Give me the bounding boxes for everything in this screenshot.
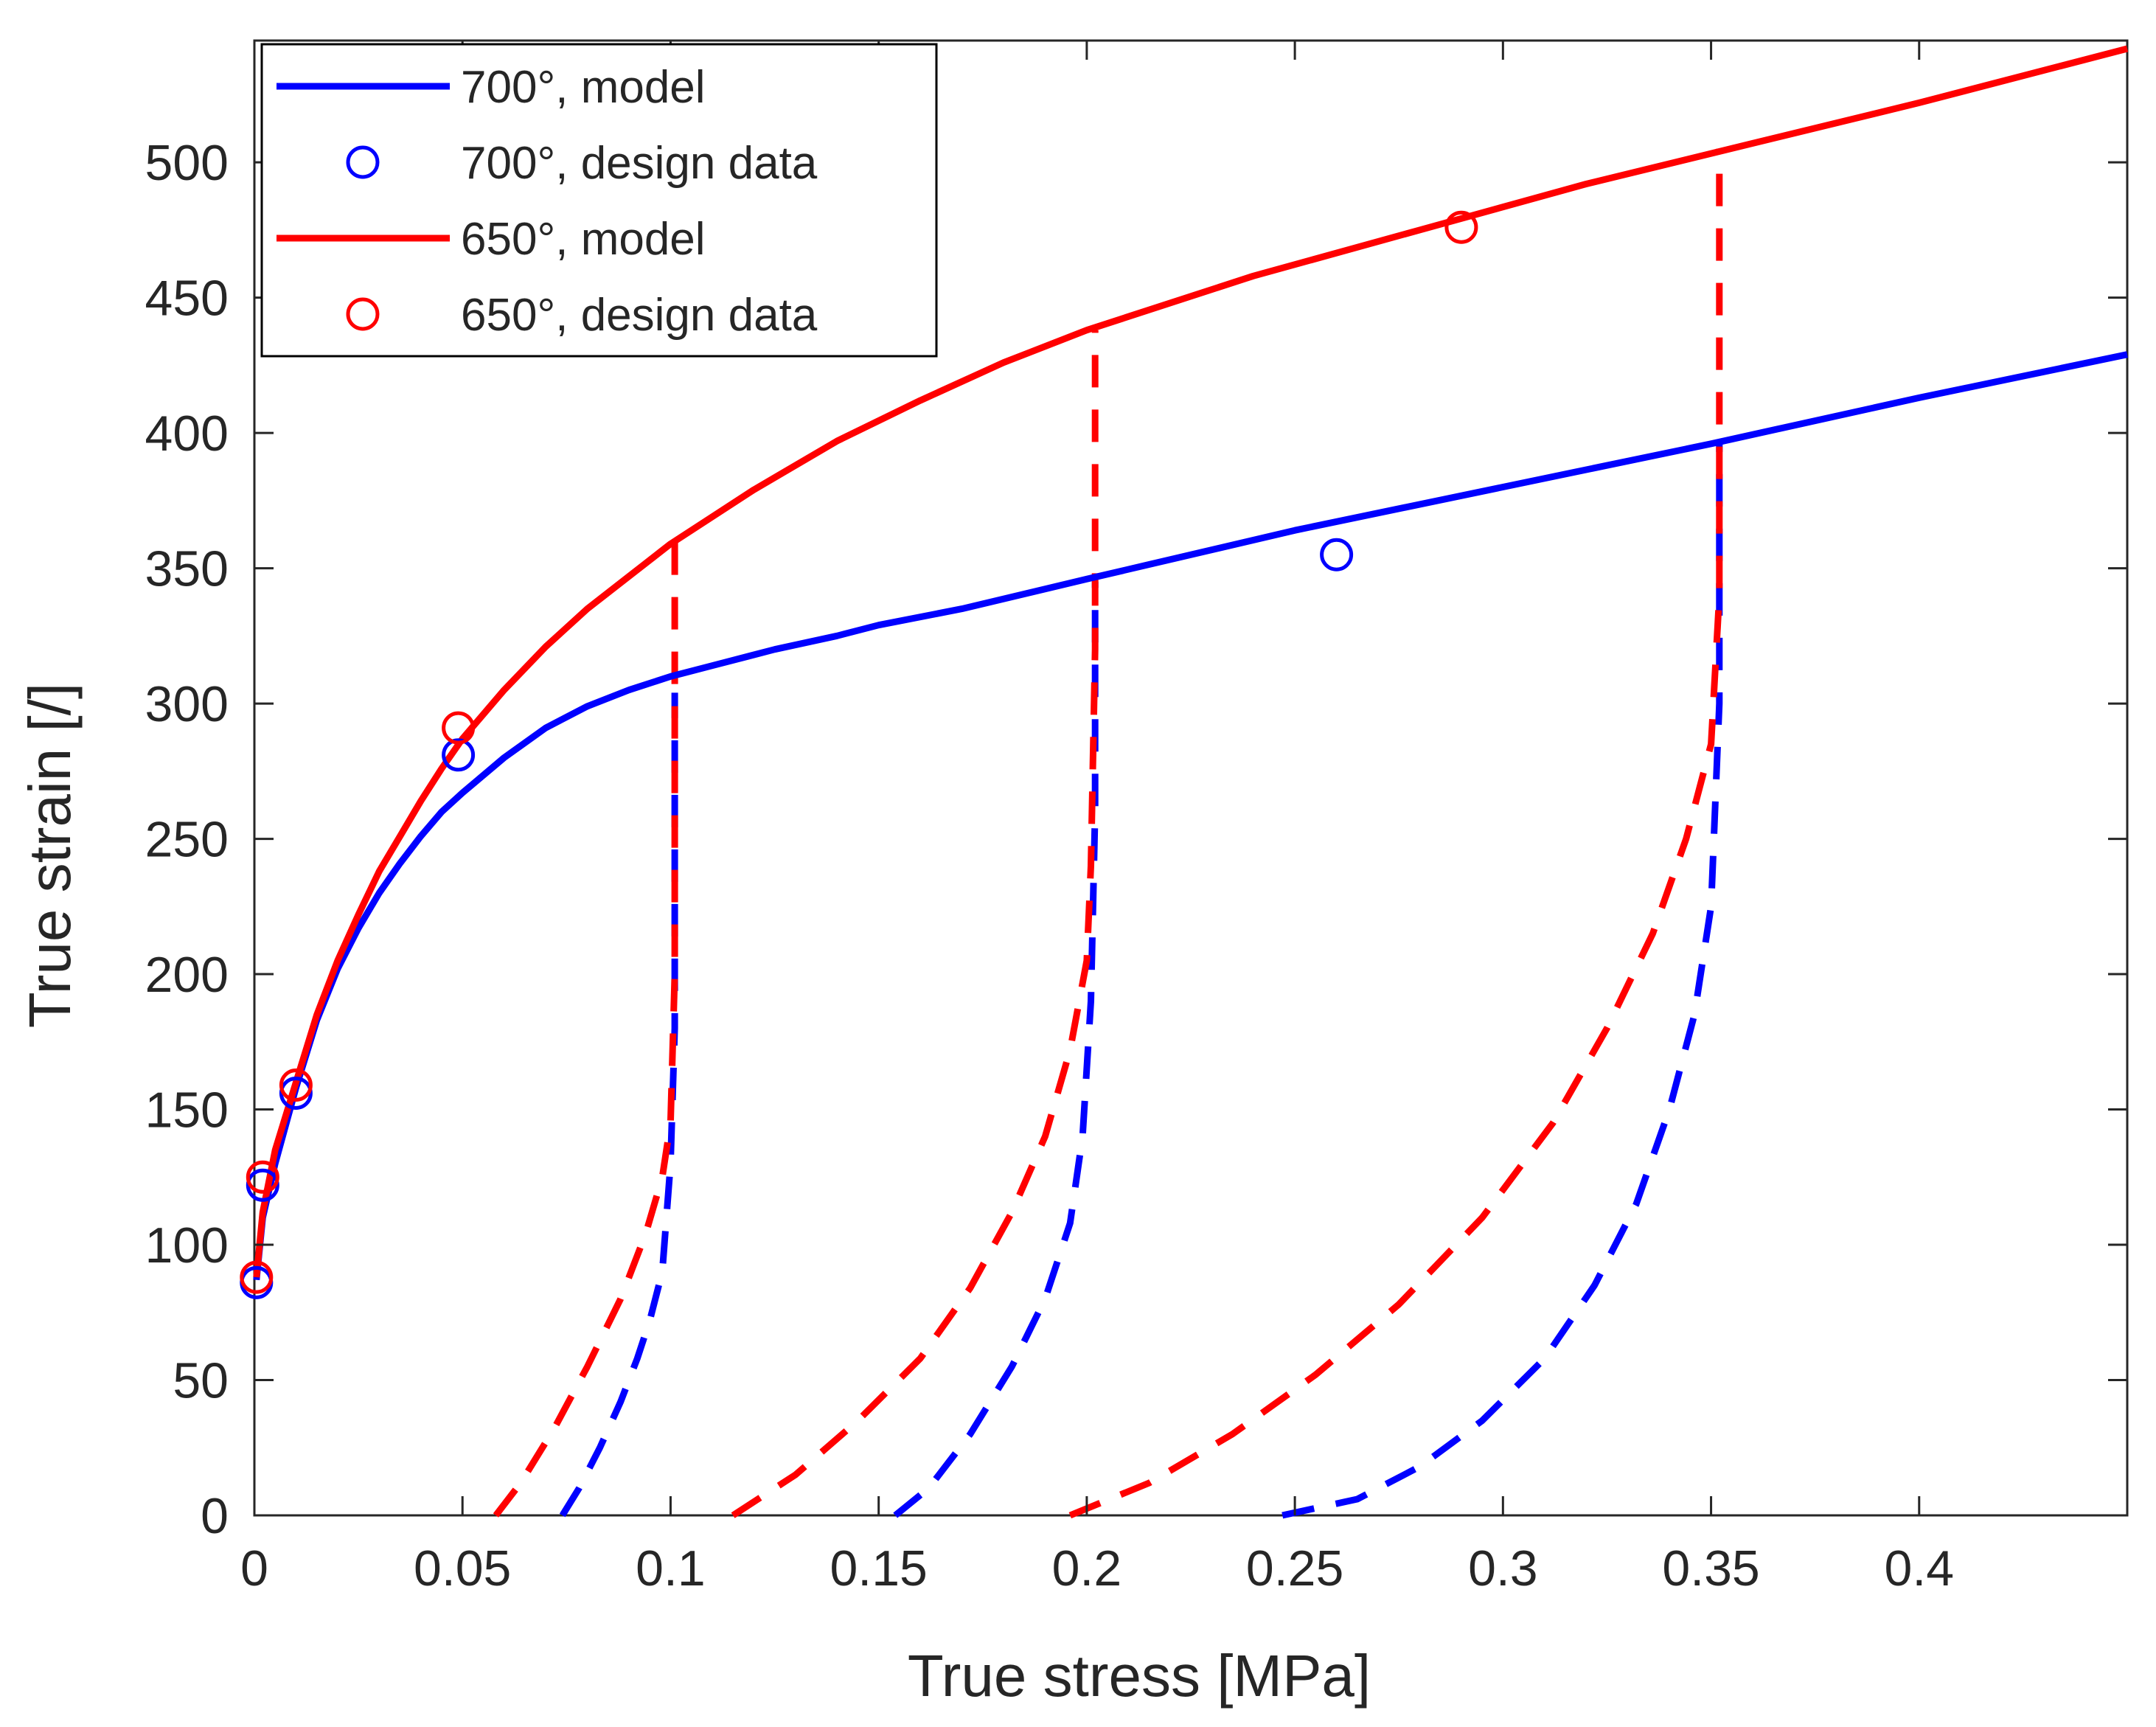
y-tick-label: 400 <box>145 406 229 462</box>
y-axis-ticks: 0 50 100 150 200 250 300 350 400 450 500 <box>145 135 2127 1544</box>
x-tick-label: 0.1 <box>636 1540 706 1596</box>
y-tick-label: 250 <box>145 812 229 868</box>
x-tick-label: 0.15 <box>830 1540 927 1596</box>
y-tick-label: 300 <box>145 676 229 732</box>
data-point-4-4 <box>442 711 476 745</box>
legend-label: 650°, design data <box>461 290 818 341</box>
legend-marker-swatch <box>346 145 380 179</box>
x-tick-label: 0.25 <box>1246 1540 1343 1596</box>
x-axis-ticks: 0 0.05 0.1 0.15 0.2 0.25 0.3 0.35 0.4 <box>240 41 1954 1596</box>
y-tick-label: 200 <box>145 947 229 1003</box>
y-tick-label: 150 <box>145 1083 229 1139</box>
unloading-curve-5 <box>1282 443 1723 1519</box>
y-tick-label: 50 <box>173 1353 229 1409</box>
x-tick-label: 0.4 <box>1885 1540 1955 1596</box>
data-point-4-3 <box>279 1068 313 1102</box>
series-line-3 <box>253 45 2129 1278</box>
legend-marker-swatch <box>346 297 380 331</box>
legend-label: 700°, design data <box>461 138 818 189</box>
unloading-curve-4 <box>731 330 1099 1518</box>
x-tick-label: 0.05 <box>414 1540 511 1596</box>
data-point-2-3 <box>279 1077 313 1110</box>
plot-area <box>253 39 2129 1517</box>
y-tick-label: 0 <box>201 1488 229 1544</box>
unloading-curve-1 <box>559 692 678 1518</box>
legend: 700°, model 700°, design data 650°, model 6… <box>260 43 938 358</box>
plot-frame <box>253 39 2129 1517</box>
x-tick-label: 0.3 <box>1468 1540 1538 1596</box>
y-tick-label: 500 <box>145 135 229 191</box>
data-point-2-4 <box>442 738 476 772</box>
x-tick-label: 0.2 <box>1052 1540 1122 1596</box>
unloading-curve-2 <box>493 532 678 1518</box>
data-point-4-5 <box>1444 210 1478 244</box>
unloading-curve-3 <box>893 581 1099 1518</box>
y-axis-title: True strain [/] <box>17 683 83 1028</box>
data-point-4-2 <box>246 1160 279 1194</box>
series-layer <box>240 45 2129 1519</box>
y-tick-label: 350 <box>145 541 229 597</box>
data-point-2-2 <box>246 1168 279 1202</box>
legend-label: 650°, model <box>461 214 706 265</box>
y-tick-label: 100 <box>145 1217 229 1273</box>
x-tick-label: 0.35 <box>1662 1540 1759 1596</box>
y-tick-label: 450 <box>145 271 229 327</box>
data-point-2-5 <box>1320 538 1354 571</box>
unloading-curve-6 <box>1068 148 1723 1519</box>
x-tick-label: 0 <box>240 1540 268 1596</box>
data-point-4-1 <box>240 1260 274 1294</box>
legend-label: 700°, model <box>461 62 706 113</box>
x-axis-title: True stress [MPa] <box>908 1643 1371 1709</box>
